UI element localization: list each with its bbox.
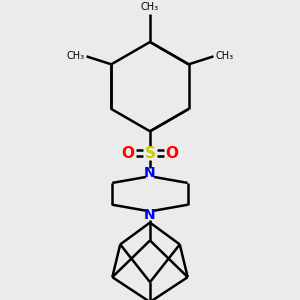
Text: S: S — [145, 146, 155, 160]
Text: CH₃: CH₃ — [66, 51, 85, 62]
Text: N: N — [144, 208, 156, 222]
Text: CH₃: CH₃ — [215, 51, 234, 62]
Text: O: O — [165, 146, 178, 160]
Text: CH₃: CH₃ — [141, 2, 159, 12]
Text: O: O — [122, 146, 135, 160]
Text: N: N — [144, 166, 156, 180]
